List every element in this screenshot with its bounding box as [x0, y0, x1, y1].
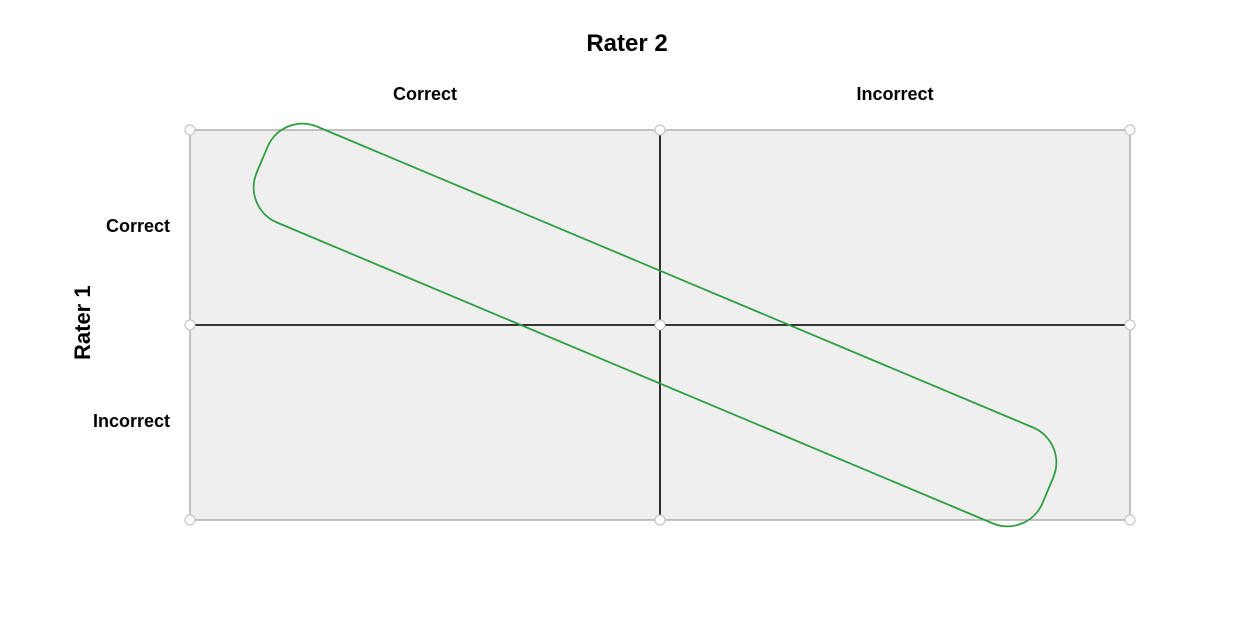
- matrix-diagram: [0, 0, 1254, 624]
